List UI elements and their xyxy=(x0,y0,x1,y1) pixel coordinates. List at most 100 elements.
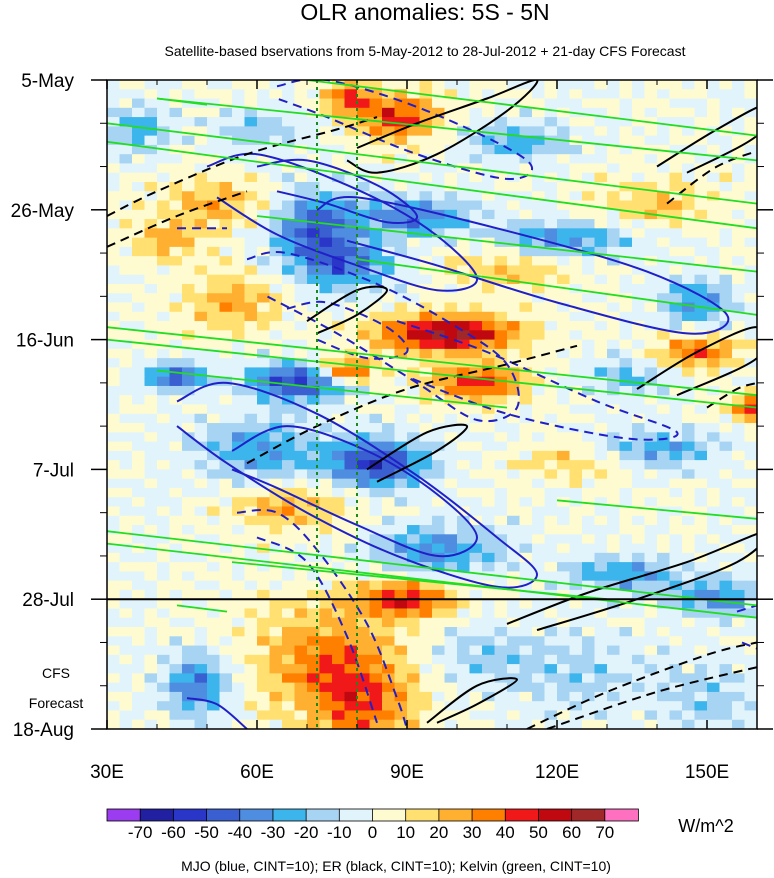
heatmap-cell xyxy=(507,636,521,647)
heatmap-cell xyxy=(644,701,658,712)
heatmap-cell xyxy=(444,469,458,480)
heatmap-cell xyxy=(594,144,608,155)
heatmap-cell xyxy=(407,682,421,693)
colorbar-swatch xyxy=(139,808,175,822)
heatmap-cell xyxy=(182,543,196,554)
heatmap-cell xyxy=(732,654,746,665)
heatmap-cell xyxy=(244,664,258,674)
mjo-negative-contour xyxy=(741,641,757,650)
heatmap-cell xyxy=(282,172,296,183)
heatmap-cell xyxy=(144,311,158,322)
heatmap-cell xyxy=(632,710,646,721)
heatmap-cell xyxy=(282,608,296,619)
heatmap-cell xyxy=(319,246,333,257)
heatmap-cell xyxy=(232,219,246,229)
heatmap-cell xyxy=(569,265,583,276)
heatmap-cell xyxy=(344,219,358,229)
heatmap-cell xyxy=(682,589,696,600)
heatmap-cell xyxy=(669,478,683,489)
heatmap-cell xyxy=(632,617,646,628)
heatmap-cell xyxy=(207,302,221,313)
heatmap-cell xyxy=(657,154,671,165)
heatmap-cell xyxy=(307,515,321,526)
heatmap-cell xyxy=(257,664,271,674)
heatmap-cell xyxy=(119,209,133,220)
heatmap-cell xyxy=(669,265,683,276)
heatmap-cell xyxy=(444,107,458,118)
heatmap-cell xyxy=(632,719,646,729)
heatmap-cell xyxy=(707,228,721,239)
heatmap-cell xyxy=(669,293,683,304)
heatmap-cell xyxy=(707,117,721,127)
heatmap-cell xyxy=(282,293,296,304)
heatmap-cell xyxy=(157,645,171,656)
heatmap-cell xyxy=(557,719,571,729)
heatmap-cell xyxy=(632,339,646,350)
heatmap-cell xyxy=(157,636,171,647)
heatmap-cell xyxy=(432,441,446,452)
heatmap-cell xyxy=(407,580,421,591)
heatmap-cell xyxy=(507,348,521,359)
heatmap-cell xyxy=(219,673,233,684)
heatmap-cell xyxy=(282,432,296,443)
heatmap-cell xyxy=(469,348,483,359)
heatmap-cell xyxy=(407,98,421,109)
heatmap-cell xyxy=(607,219,621,229)
heatmap-cell xyxy=(269,219,283,229)
heatmap-cell xyxy=(369,701,383,712)
heatmap-cell xyxy=(457,302,471,313)
heatmap-cell xyxy=(482,395,496,406)
heatmap-cell xyxy=(457,154,471,165)
heatmap-cell xyxy=(144,135,158,146)
mjo-negative-contour xyxy=(736,604,757,613)
heatmap-cell xyxy=(694,209,708,220)
heatmap-cell xyxy=(444,228,458,239)
heatmap-cell xyxy=(257,506,271,517)
heatmap-cell xyxy=(694,274,708,285)
heatmap-cell xyxy=(244,191,258,202)
heatmap-cell xyxy=(107,237,121,248)
heatmap-cell xyxy=(544,599,558,610)
heatmap-cell xyxy=(182,191,196,202)
heatmap-cell xyxy=(282,534,296,545)
heatmap-cell xyxy=(157,460,171,470)
heatmap-cell xyxy=(232,404,246,415)
heatmap-cell xyxy=(307,441,321,452)
heatmap-cell xyxy=(732,423,746,433)
heatmap-cell xyxy=(232,274,246,285)
heatmap-cell xyxy=(644,469,658,480)
heatmap-cell xyxy=(694,98,708,109)
mjo-negative-contour xyxy=(286,300,409,360)
heatmap-cell xyxy=(582,487,596,498)
heatmap-cell xyxy=(644,107,658,118)
heatmap-cell xyxy=(357,367,371,378)
heatmap-cell xyxy=(682,599,696,610)
heatmap-cell xyxy=(482,200,496,211)
heatmap-cell xyxy=(344,636,358,647)
heatmap-cell xyxy=(332,589,346,600)
heatmap-cell xyxy=(107,98,121,109)
heatmap-cell xyxy=(569,89,583,100)
x-tick-label: 120E xyxy=(535,762,579,783)
er-negative-contour xyxy=(107,190,248,248)
heatmap-cell xyxy=(332,543,346,554)
heatmap-cell xyxy=(407,311,421,322)
heatmap-cell xyxy=(507,246,521,257)
heatmap-cell xyxy=(457,265,471,276)
heatmap-cell xyxy=(607,525,621,535)
heatmap-cell xyxy=(394,302,408,313)
heatmap-cell xyxy=(219,664,233,674)
heatmap-cell xyxy=(507,265,521,276)
heatmap-cell xyxy=(544,246,558,257)
heatmap-cell xyxy=(194,237,208,248)
heatmap-cell xyxy=(532,719,546,729)
heatmap-cell xyxy=(232,691,246,702)
heatmap-cell xyxy=(719,413,733,424)
heatmap-cell xyxy=(619,478,633,489)
heatmap-cell xyxy=(257,423,271,433)
heatmap-cell xyxy=(269,311,283,322)
heatmap-cell xyxy=(457,321,471,331)
heatmap-cell xyxy=(169,432,183,443)
heatmap-cell xyxy=(369,543,383,554)
